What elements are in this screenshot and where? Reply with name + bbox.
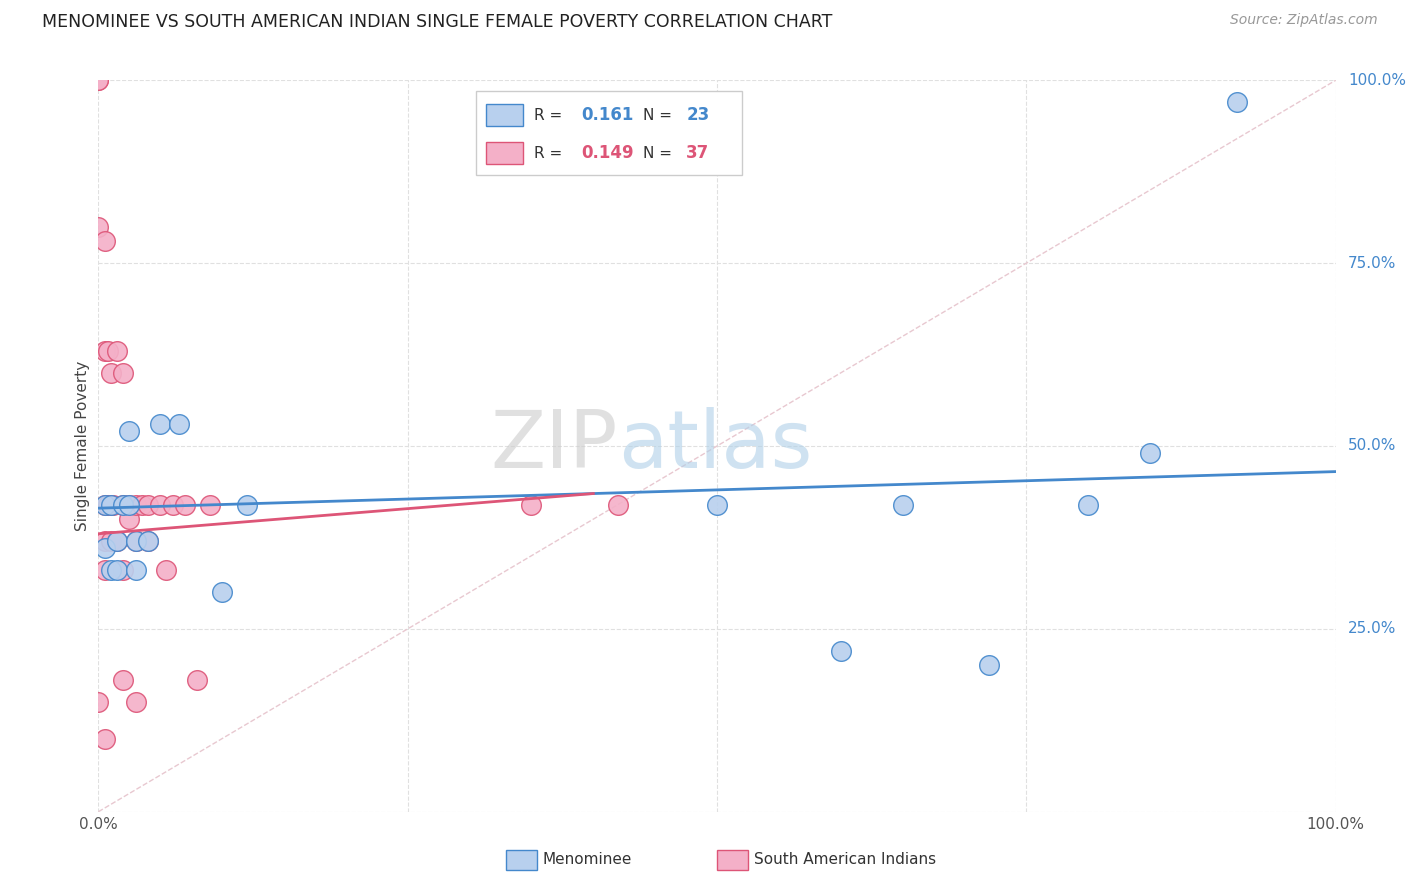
South American Indians bbox=[93, 534, 115, 549]
South American Indians bbox=[118, 498, 141, 512]
Text: South American Indians: South American Indians bbox=[754, 853, 936, 867]
Text: Menominee: Menominee bbox=[543, 853, 633, 867]
South American Indians bbox=[87, 73, 110, 87]
South American Indians bbox=[162, 498, 184, 512]
South American Indians bbox=[136, 534, 159, 549]
Menominee bbox=[236, 498, 259, 512]
Menominee bbox=[100, 498, 122, 512]
South American Indians bbox=[174, 498, 197, 512]
Menominee bbox=[211, 585, 233, 599]
Text: atlas: atlas bbox=[619, 407, 813, 485]
Menominee bbox=[149, 417, 172, 431]
South American Indians bbox=[131, 498, 153, 512]
South American Indians bbox=[198, 498, 221, 512]
South American Indians bbox=[155, 563, 177, 577]
South American Indians bbox=[87, 219, 110, 234]
Menominee bbox=[1139, 446, 1161, 460]
South American Indians bbox=[87, 73, 110, 87]
South American Indians bbox=[105, 534, 128, 549]
Menominee bbox=[167, 417, 190, 431]
South American Indians bbox=[112, 673, 135, 687]
South American Indians bbox=[112, 563, 135, 577]
South American Indians bbox=[520, 498, 543, 512]
South American Indians bbox=[124, 695, 146, 709]
Menominee bbox=[105, 563, 128, 577]
FancyBboxPatch shape bbox=[485, 143, 523, 164]
South American Indians bbox=[93, 234, 115, 248]
Menominee bbox=[93, 498, 115, 512]
Y-axis label: Single Female Poverty: Single Female Poverty bbox=[75, 361, 90, 531]
Text: N =: N = bbox=[643, 108, 672, 123]
Menominee bbox=[118, 425, 141, 439]
Menominee bbox=[124, 534, 146, 549]
South American Indians bbox=[100, 534, 122, 549]
Text: 50.0%: 50.0% bbox=[1348, 439, 1396, 453]
South American Indians bbox=[118, 512, 141, 526]
Text: R =: R = bbox=[534, 108, 562, 123]
South American Indians bbox=[93, 563, 115, 577]
South American Indians bbox=[87, 695, 110, 709]
Text: ZIP: ZIP bbox=[491, 407, 619, 485]
Menominee bbox=[136, 534, 159, 549]
Menominee bbox=[118, 498, 141, 512]
FancyBboxPatch shape bbox=[485, 104, 523, 127]
Text: MENOMINEE VS SOUTH AMERICAN INDIAN SINGLE FEMALE POVERTY CORRELATION CHART: MENOMINEE VS SOUTH AMERICAN INDIAN SINGL… bbox=[42, 13, 832, 31]
Menominee bbox=[1077, 498, 1099, 512]
South American Indians bbox=[149, 498, 172, 512]
Menominee bbox=[891, 498, 914, 512]
Text: Source: ZipAtlas.com: Source: ZipAtlas.com bbox=[1230, 13, 1378, 28]
South American Indians bbox=[124, 534, 146, 549]
South American Indians bbox=[97, 498, 120, 512]
Menominee bbox=[100, 563, 122, 577]
South American Indians bbox=[112, 498, 135, 512]
Menominee bbox=[979, 658, 1001, 673]
South American Indians bbox=[93, 343, 115, 358]
Menominee bbox=[105, 534, 128, 549]
Menominee bbox=[124, 563, 146, 577]
South American Indians bbox=[103, 498, 125, 512]
South American Indians bbox=[112, 366, 135, 380]
South American Indians bbox=[124, 498, 146, 512]
Text: 100.0%: 100.0% bbox=[1348, 73, 1406, 87]
South American Indians bbox=[93, 731, 115, 746]
Menominee bbox=[112, 498, 135, 512]
Text: 37: 37 bbox=[686, 145, 710, 162]
South American Indians bbox=[100, 366, 122, 380]
South American Indians bbox=[97, 343, 120, 358]
South American Indians bbox=[186, 673, 208, 687]
Text: 75.0%: 75.0% bbox=[1348, 256, 1396, 270]
South American Indians bbox=[93, 498, 115, 512]
Text: 23: 23 bbox=[686, 106, 710, 124]
South American Indians bbox=[136, 498, 159, 512]
Text: 0.161: 0.161 bbox=[581, 106, 633, 124]
Text: 0.149: 0.149 bbox=[581, 145, 634, 162]
Menominee bbox=[1226, 95, 1249, 110]
Text: R =: R = bbox=[534, 146, 562, 161]
South American Indians bbox=[607, 498, 630, 512]
Menominee bbox=[93, 541, 115, 556]
South American Indians bbox=[105, 343, 128, 358]
Text: 25.0%: 25.0% bbox=[1348, 622, 1396, 636]
Bar bbox=[475, 91, 742, 176]
Menominee bbox=[706, 498, 728, 512]
Text: N =: N = bbox=[643, 146, 672, 161]
Menominee bbox=[830, 644, 852, 658]
